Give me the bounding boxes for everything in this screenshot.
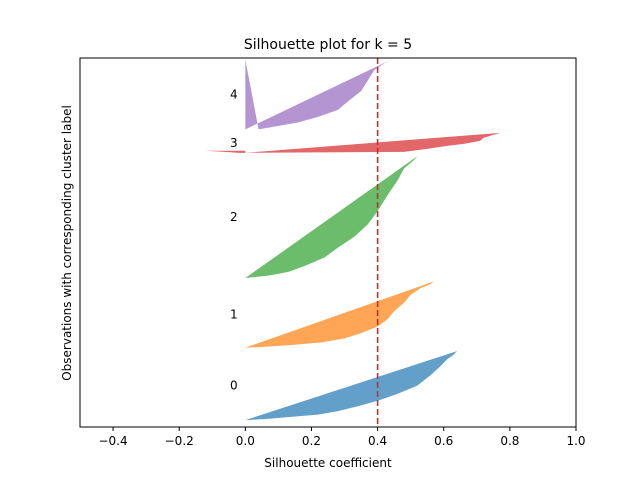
cluster-label-3: 3 (230, 136, 238, 150)
cluster-3-silhouette-area (245, 132, 500, 153)
axes: −0.4 −0.2 0.0 0.2 0.4 0.6 0.8 1.0 (79, 57, 586, 448)
x-tick-label: 0.0 (236, 434, 255, 448)
x-tick-label: 0.6 (434, 434, 453, 448)
x-tick-label: 1.0 (566, 434, 585, 448)
cluster-label-2: 2 (230, 210, 238, 224)
y-axis-label: Observations with corresponding cluster … (60, 105, 74, 381)
x-axis-label: Silhouette coefficient (264, 456, 392, 470)
x-tick-label: 0.8 (500, 434, 519, 448)
x-tick-label: −0.2 (165, 434, 194, 448)
cluster-2-silhouette-area (245, 156, 418, 279)
cluster-0-silhouette-area (245, 351, 457, 421)
cluster-label-1: 1 (230, 308, 238, 322)
cluster-4-silhouette-area (245, 59, 391, 130)
x-tick-label: −0.4 (98, 434, 127, 448)
cluster-label-0: 0 (230, 379, 238, 393)
axes-frame (79, 57, 577, 428)
x-tick-label: 0.2 (302, 434, 321, 448)
chart-title: Silhouette plot for k = 5 (244, 37, 412, 53)
cluster-3-negative-sliver (205, 150, 246, 153)
plot-area: 0 1 2 3 4 (205, 58, 500, 427)
x-tick-label: 0.4 (368, 434, 387, 448)
cluster-1-silhouette-area (245, 281, 434, 348)
cluster-label-4: 4 (230, 88, 238, 102)
